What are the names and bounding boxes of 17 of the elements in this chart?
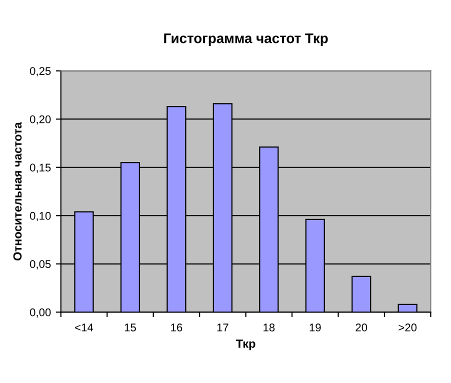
chart-title: Гистограмма частот Ткр [164, 34, 328, 46]
y-tick-label: 0,10 [30, 212, 51, 222]
y-tick-label: 0,05 [30, 260, 51, 270]
x-tick-label: 18 [264, 324, 275, 332]
x-tick-label: >20 [398, 324, 417, 332]
x-tick-label: 20 [356, 324, 368, 332]
x-tick-label: 17 [217, 324, 228, 332]
y-axis-title: Относительная частота [13, 122, 22, 260]
y-tick-label: 0,25 [30, 67, 51, 76]
y-tick-label: 0,20 [30, 115, 51, 125]
x-tick-label: 19 [310, 324, 321, 332]
y-tick-label: 0,15 [30, 164, 51, 173]
y-tick-label: 0,00 [30, 308, 51, 318]
x-tick-label: 15 [124, 324, 136, 332]
x-tick-label: 16 [171, 324, 182, 332]
x-axis-title: Ткр [236, 340, 256, 350]
x-tick-label: <14 [75, 324, 94, 332]
